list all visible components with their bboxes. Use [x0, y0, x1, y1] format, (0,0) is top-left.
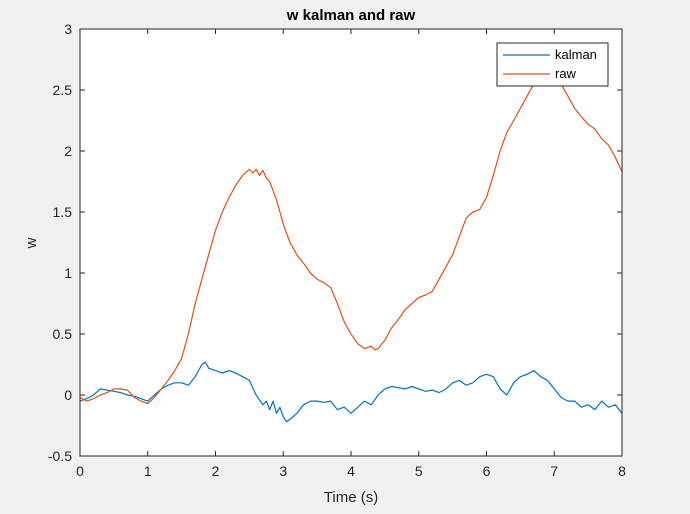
- x-tick-label: 1: [144, 463, 152, 479]
- y-tick-label: 3: [64, 21, 72, 37]
- x-tick-label: 6: [483, 463, 491, 479]
- y-tick-label: 1.5: [53, 204, 73, 220]
- y-tick-label: -0.5: [48, 448, 72, 464]
- x-tick-label: 5: [415, 463, 423, 479]
- y-axis: -0.5 0 0.5 1 1.5 2 2.5 3: [48, 21, 622, 464]
- y-tick-label: 1: [64, 265, 72, 281]
- x-tick-label: 3: [279, 463, 287, 479]
- x-tick-label: 0: [76, 463, 84, 479]
- y-axis-label: w: [23, 237, 40, 249]
- x-axis-label: Time (s): [324, 489, 378, 506]
- x-tick-label: 2: [212, 463, 220, 479]
- x-tick-label: 7: [550, 463, 558, 479]
- x-axis: 0 1 2 3 4 5 6 7 8: [76, 29, 626, 479]
- legend-label-kalman: kalman: [555, 47, 597, 62]
- y-tick-label: 0: [64, 387, 72, 403]
- y-tick-label: 2: [64, 143, 72, 159]
- legend[interactable]: kalman raw: [496, 42, 609, 87]
- chart-title: w kalman and raw: [286, 7, 416, 24]
- series-layer: [79, 71, 623, 423]
- series-line-raw: [79, 71, 623, 405]
- y-tick-label: 2.5: [53, 82, 73, 98]
- x-tick-label: 8: [618, 463, 626, 479]
- x-tick-label: 4: [347, 463, 355, 479]
- plot-area: [80, 29, 622, 456]
- y-tick-label: 0.5: [53, 326, 73, 342]
- legend-label-raw: raw: [555, 66, 577, 81]
- series-line-kalman: [79, 361, 623, 423]
- legend-box: [496, 42, 609, 87]
